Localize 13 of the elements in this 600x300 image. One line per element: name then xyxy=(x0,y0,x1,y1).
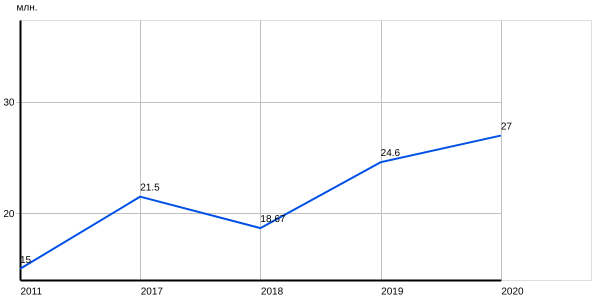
y-tick-label: 20 xyxy=(3,208,15,220)
data-label: 27 xyxy=(500,122,512,133)
data-label: 15 xyxy=(20,254,32,266)
x-tick-label: 2017 xyxy=(140,286,164,298)
x-tick-label: 2018 xyxy=(260,286,284,298)
y-axis-title: млн. xyxy=(16,2,38,14)
y-tick-label: 30 xyxy=(3,98,15,109)
data-label: 21.5 xyxy=(140,182,160,194)
x-tick-label: 2020 xyxy=(501,286,524,298)
line-series xyxy=(19,134,502,270)
x-tick-label: 2011 xyxy=(20,286,42,298)
x-tick-label: 2019 xyxy=(381,286,404,298)
data-label: 24.6 xyxy=(380,148,401,160)
